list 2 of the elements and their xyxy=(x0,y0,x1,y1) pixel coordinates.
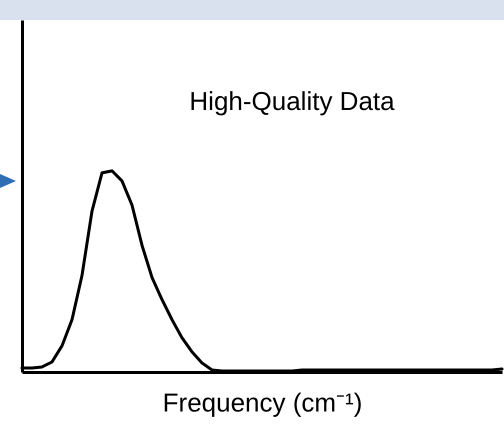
x-axis-title: Frequency (cm⁻¹) xyxy=(162,388,362,418)
chart-title: High-Quality Data xyxy=(189,86,396,116)
